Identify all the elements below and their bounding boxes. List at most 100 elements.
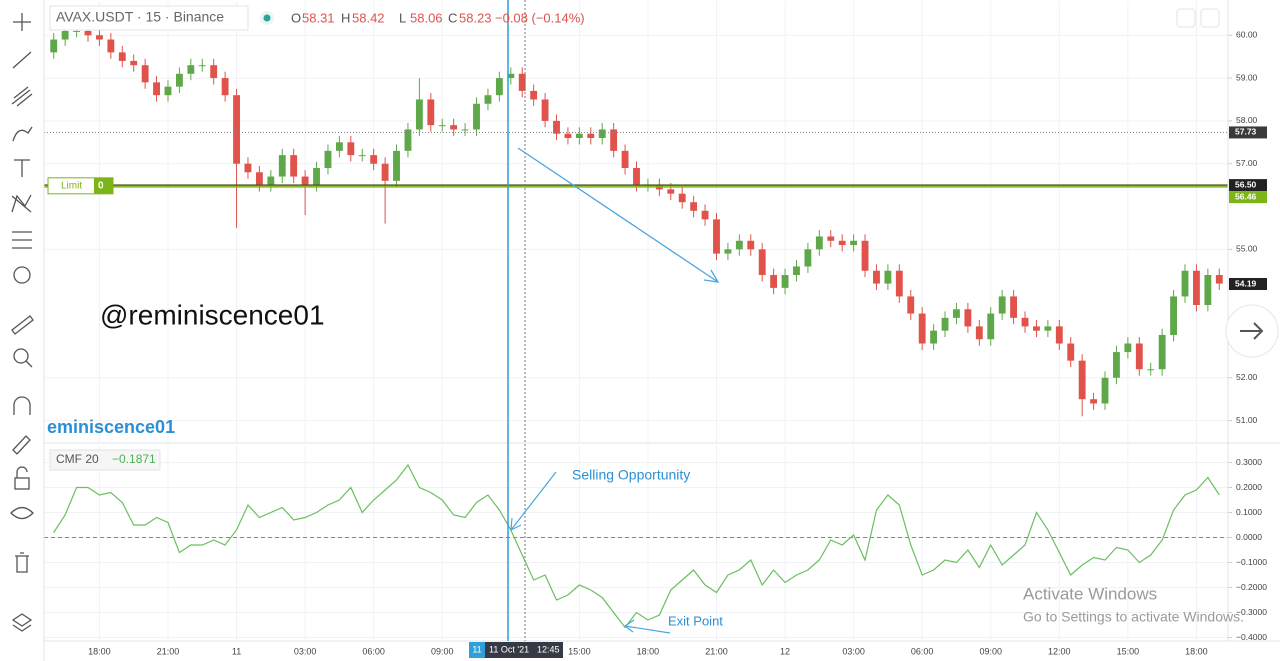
ohlc-value: 58.31 — [302, 10, 335, 25]
crosshair-time-box — [485, 642, 563, 658]
fib-tool[interactable] — [11, 86, 33, 107]
candle-body — [198, 65, 206, 67]
x-tick-label: 15:00 — [1117, 646, 1140, 656]
measure-tool[interactable] — [11, 315, 34, 335]
y-tick-label: −0.1000 — [1236, 557, 1267, 567]
symbol-box[interactable] — [49, 5, 249, 31]
trash-tool[interactable] — [15, 552, 29, 573]
ohlc-key: C — [448, 10, 457, 25]
y-tick-label: −0.3000 — [1236, 607, 1267, 617]
candle-body — [918, 313, 926, 344]
candle-body — [267, 176, 275, 186]
candle-body — [415, 99, 423, 130]
candle-body — [244, 163, 252, 173]
candle-body — [1181, 270, 1189, 297]
lock-tool[interactable] — [14, 477, 30, 490]
candle-body — [1158, 334, 1166, 370]
crosshair-tool[interactable] — [13, 13, 31, 31]
y-tick-label: 51.00 — [1236, 415, 1258, 425]
order-label: Limit — [61, 180, 82, 191]
x-tick-label: 18:00 — [637, 646, 660, 656]
price-label-box — [1229, 126, 1267, 139]
candle-body — [518, 73, 526, 91]
zoom-tool[interactable] — [13, 348, 29, 364]
candle-body — [1033, 326, 1040, 331]
candle-body — [633, 167, 640, 186]
draw-mode-tool[interactable] — [12, 435, 31, 455]
watermark: eminiscence01 — [47, 417, 175, 437]
y-tick-label: 0.2000 — [1236, 482, 1262, 492]
annotation: Exit Point — [668, 613, 723, 628]
candle-body — [575, 133, 583, 139]
candle-body — [1055, 326, 1063, 344]
candle-body — [335, 142, 343, 151]
text-tool[interactable] — [14, 159, 30, 177]
y-tick-label: 0.3000 — [1236, 457, 1262, 467]
candle-body — [781, 275, 789, 288]
y-tick-label: 55.00 — [1236, 244, 1258, 254]
zoom-handle — [25, 360, 33, 368]
candle-body — [95, 35, 103, 40]
x-tick-label: 09:00 — [431, 646, 454, 656]
candle-body — [507, 73, 515, 79]
button[interactable] — [1176, 8, 1196, 28]
candle-body — [153, 82, 160, 96]
candle-body — [907, 296, 915, 314]
candle-body — [1010, 296, 1018, 318]
candle-body — [564, 133, 572, 139]
icon-tool[interactable] — [13, 266, 31, 284]
price-label-box — [1229, 191, 1267, 204]
candle-body — [461, 129, 469, 131]
x-tick-label: 18:00 — [88, 646, 111, 656]
candle-body — [930, 330, 938, 344]
candle-body — [793, 266, 800, 276]
candle-body — [107, 39, 115, 53]
candle-body — [358, 155, 366, 157]
candle-body — [347, 142, 355, 156]
ohlc-key: O — [291, 10, 301, 25]
visibility-tool[interactable] — [10, 506, 34, 520]
order-qty-box — [94, 177, 113, 194]
ohlc-legend: O 58.31 H 58.42 L 58.06 C 58.23 — [291, 10, 492, 25]
prediction-tool[interactable] — [12, 231, 32, 249]
candle-body — [50, 39, 58, 53]
candle-body — [873, 270, 880, 284]
x-tick-label: 09:00 — [979, 646, 1002, 656]
x-tick-label: 18:00 — [1185, 646, 1208, 656]
candle-body — [1067, 343, 1075, 361]
trend-arrow[interactable] — [517, 147, 719, 283]
toolbar-icons — [10, 13, 34, 632]
candle-body — [381, 163, 389, 181]
candle-body — [964, 309, 972, 327]
candle-body — [838, 240, 846, 246]
candle-body — [1044, 326, 1052, 331]
candle-body — [621, 150, 629, 168]
layers-tool[interactable] — [11, 613, 33, 632]
candle-body — [530, 90, 538, 100]
button[interactable] — [1200, 8, 1220, 28]
y-tick-label: 59.00 — [1236, 72, 1258, 82]
indicator-title: CMF 20 — [56, 452, 99, 466]
pattern-tool[interactable] — [11, 194, 32, 213]
brush-tool[interactable] — [12, 126, 33, 142]
x-tick-label: 06:00 — [362, 646, 385, 656]
ohlc-value: 58.23 — [459, 10, 492, 25]
candle-body — [1113, 352, 1120, 378]
trendline-tool[interactable] — [12, 51, 32, 69]
candle-body — [758, 249, 766, 276]
candle-body — [450, 125, 458, 130]
annotation-arrow — [510, 471, 557, 531]
ohlc-key: L — [399, 10, 406, 25]
candle-body — [84, 30, 92, 36]
chart-layer: 18:00 21:00 11 03:00 06:00 09:00 15:00 18:00 21:… — [44, 24, 1267, 656]
candle-body — [975, 326, 983, 340]
magnet-tool[interactable] — [13, 396, 31, 415]
x-tick-label: 06:00 — [911, 646, 934, 656]
candle-body — [1135, 343, 1143, 370]
order-qty: 0 — [98, 180, 104, 191]
candle-body — [473, 103, 480, 130]
candle-body — [598, 129, 606, 139]
candle-body — [713, 219, 720, 254]
